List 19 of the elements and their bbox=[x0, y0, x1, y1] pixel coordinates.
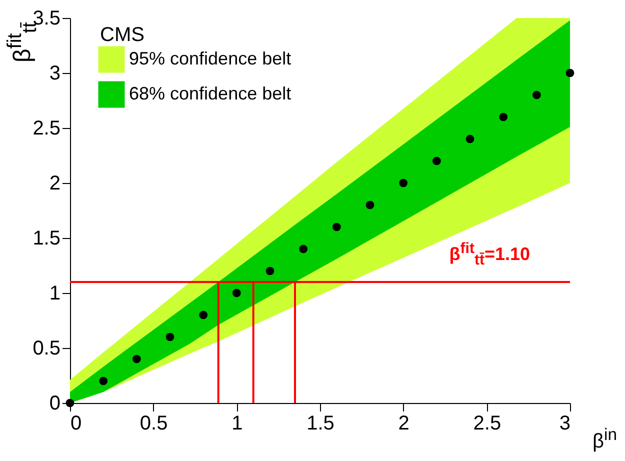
x-tick-label: 0.5 bbox=[140, 412, 168, 434]
y-tick-label: 2 bbox=[49, 172, 60, 194]
y-tick-label: 3 bbox=[49, 62, 60, 84]
y-tick-label: 2.5 bbox=[32, 118, 60, 140]
annotation: CMS bbox=[100, 24, 144, 47]
x-axis-title: β$^{in}$ bbox=[592, 425, 617, 454]
x-tick-label: 3 bbox=[559, 412, 570, 434]
y-tick-label: 1.5 bbox=[32, 228, 60, 250]
x-tick-label: 1.5 bbox=[306, 412, 334, 434]
legend-label: 68% confidence belt bbox=[129, 84, 292, 104]
x-tick-label: 0 bbox=[70, 412, 82, 434]
ref-line-label: β$^{fit}$$_{tt̄}$=1.10 bbox=[449, 240, 530, 269]
x-tick-label: 2.5 bbox=[473, 412, 502, 434]
y-tick-label: 0.5 bbox=[32, 338, 60, 360]
x-tick-label: 2 bbox=[398, 412, 410, 434]
x-tick-label: 1 bbox=[232, 412, 243, 434]
y-tick-label: 1 bbox=[49, 282, 60, 304]
y-tick-label: 0 bbox=[49, 392, 60, 414]
legend-label: 95% confidence belt bbox=[129, 48, 292, 68]
